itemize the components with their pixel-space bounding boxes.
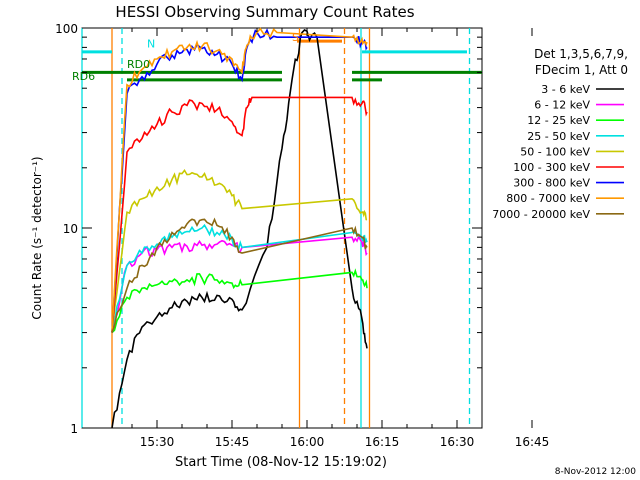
series-line-6	[111, 28, 368, 333]
x-tick-label-0: 15:30	[140, 435, 175, 449]
x-tick-label-3: 16:15	[365, 435, 400, 449]
annotation-3: RD6	[72, 70, 95, 83]
legend-header-1: Det 1,3,5,6,7,9,	[534, 47, 628, 61]
y-axis-label: Count Rate (s⁻¹ detector⁻¹)	[30, 156, 44, 319]
legend-label-4: 50 - 100 keV	[520, 145, 590, 158]
legend-header-2: FDecim 1, Att 0	[535, 63, 628, 77]
legend-label-5: 100 - 300 keV	[513, 161, 590, 174]
x-tick-label-5: 16:45	[515, 435, 550, 449]
footer-date: 8-Nov-2012 12:00	[555, 467, 637, 477]
annotation-0: N	[147, 37, 155, 50]
annotation-2: RD0	[127, 58, 150, 71]
x-tick-label-2: 16:00	[290, 435, 325, 449]
legend-label-3: 25 - 50 keV	[527, 130, 590, 143]
chart-title: HESSI Observing Summary Count Rates	[115, 3, 414, 21]
x-axis-label: Start Time (08-Nov-12 15:19:02)	[175, 455, 387, 470]
legend-label-7: 800 - 7000 keV	[506, 192, 590, 205]
series-layer: N S RD0 RD6	[72, 27, 482, 429]
series-line-4	[111, 168, 368, 333]
series-line-8	[111, 217, 368, 333]
annotation-1: S	[292, 31, 299, 44]
y-tick-label-0: 1	[70, 422, 78, 436]
x-tick-label-4: 16:30	[440, 435, 475, 449]
legend-label-1: 6 - 12 keV	[534, 99, 590, 112]
y-tick-label-2: 100	[55, 22, 78, 36]
x-tick-label-1: 15:45	[215, 435, 250, 449]
series-line-2	[111, 268, 368, 334]
legend-label-8: 7000 - 20000 keV	[492, 208, 590, 221]
plot-frame	[81, 27, 483, 429]
y-tick-label-1: 10	[63, 222, 78, 236]
series-line-3	[111, 223, 368, 333]
series-line-7	[111, 27, 368, 333]
legend-label-6: 300 - 800 keV	[513, 177, 590, 190]
axis-layer: 15:30 15:45 16:00 16:15 16:30 16:45 1 10 100	[55, 22, 549, 449]
plot-area	[81, 27, 483, 429]
legend: Det 1,3,5,6,7,9, FDecim 1, Att 0 3 - 6 k…	[492, 47, 628, 221]
legend-label-0: 3 - 6 keV	[541, 83, 590, 96]
series-line-5	[111, 96, 368, 333]
series-line-1	[111, 234, 368, 333]
series-line-0	[111, 29, 368, 429]
legend-label-2: 12 - 25 keV	[527, 114, 590, 127]
